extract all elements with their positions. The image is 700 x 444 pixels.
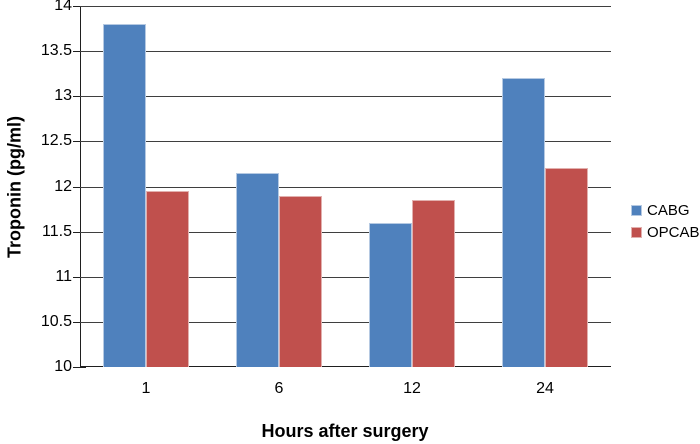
- y-tick-label: 10: [54, 358, 72, 375]
- gridline: [80, 187, 611, 188]
- x-axis-title: Hours after surgery: [261, 421, 429, 441]
- gridline: [80, 322, 611, 323]
- bar-opcab-24: [545, 168, 588, 367]
- legend-swatch-opcab: [631, 227, 642, 238]
- y-tick-label: 11.5: [42, 223, 72, 240]
- y-axis-tick: [73, 277, 86, 278]
- y-axis-tick: [73, 96, 86, 97]
- x-tick-label: 12: [403, 380, 421, 397]
- y-axis-tick: [73, 367, 86, 368]
- y-tick-label: 12.5: [40, 132, 72, 149]
- legend-item-opcab: OPCAB: [631, 225, 700, 240]
- gridline: [80, 6, 611, 7]
- y-axis-tick: [73, 141, 86, 142]
- gridline: [80, 96, 611, 97]
- bar-cabg-6: [236, 173, 279, 367]
- y-axis-tick: [73, 187, 86, 188]
- y-axis-tick: [73, 51, 86, 52]
- x-tick-label: 1: [141, 380, 151, 397]
- y-tick-label: 10.5: [40, 313, 72, 330]
- gridline: [80, 277, 611, 278]
- legend: CABG OPCAB: [631, 203, 700, 247]
- plot-area: [80, 6, 611, 367]
- bar-cabg-1: [103, 24, 146, 367]
- y-tick-label: 13.5: [40, 42, 72, 59]
- bar-opcab-1: [146, 191, 189, 367]
- bar-cabg-24: [502, 78, 545, 367]
- bar-cabg-12: [369, 223, 412, 367]
- y-tick-label: 14: [54, 0, 72, 14]
- x-tick-label: 6: [274, 380, 284, 397]
- y-tick-label: 13: [54, 87, 72, 104]
- bar-opcab-12: [412, 200, 455, 367]
- y-axis-tick: [73, 232, 86, 233]
- legend-swatch-cabg: [631, 205, 642, 216]
- y-axis-tick: [73, 6, 86, 7]
- gridline: [80, 232, 611, 233]
- y-tick-label: 11: [55, 268, 72, 285]
- y-axis-tick: [73, 322, 86, 323]
- y-axis-title: Troponin (pg/ml): [4, 116, 25, 258]
- gridline: [80, 141, 611, 142]
- x-tick-label: 24: [536, 380, 554, 397]
- legend-label: CABG: [647, 202, 690, 219]
- gridline: [80, 51, 611, 52]
- legend-label: OPCAB: [647, 224, 700, 241]
- bar-opcab-6: [279, 196, 322, 367]
- y-tick-label: 12: [54, 178, 72, 195]
- legend-item-cabg: CABG: [631, 203, 700, 218]
